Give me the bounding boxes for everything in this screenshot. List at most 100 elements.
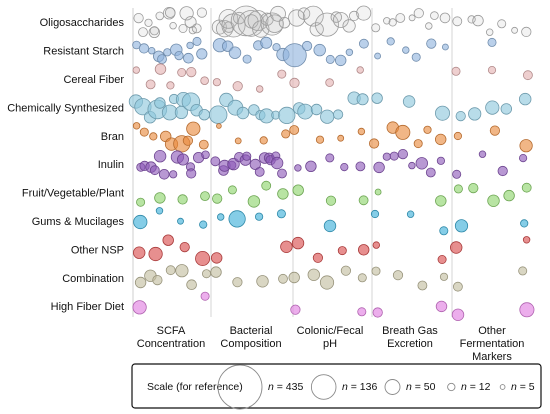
bubble-other-nsp-col4 <box>372 241 380 249</box>
bubble-other-nsp-col3 <box>312 252 323 263</box>
bubble-chemically-synthesized-col5 <box>519 92 532 106</box>
bubble-other-nsp-col5 <box>522 236 531 244</box>
bubble-resistant-starch-col1 <box>192 36 202 46</box>
bubble-combination-col4 <box>439 272 449 281</box>
bubble-cereal-fiber-col2 <box>212 78 221 87</box>
legend-circle-n435 <box>217 364 263 410</box>
bubble-inulin-col2 <box>249 158 261 170</box>
bubble-oligosaccharides-col1 <box>169 22 177 30</box>
bubble-inulin-col1 <box>186 168 197 179</box>
legend-label-value: = 50 <box>412 381 436 393</box>
bubble-fruit-vegetable-plant-col4 <box>435 195 447 207</box>
bubble-oligosaccharides-col4 <box>388 18 397 27</box>
bubble-fruit-vegetable-plant-col1 <box>200 191 210 202</box>
bubble-combination-col2 <box>232 277 243 288</box>
bubble-bran-col1 <box>198 139 209 150</box>
bubble-fruit-vegetable-plant-col2 <box>261 180 272 191</box>
bubble-fruit-vegetable-plant-col2 <box>227 185 237 195</box>
row-label-resistant-starch: Resistant Starch <box>43 46 124 58</box>
bubble-cereal-fiber-col5 <box>451 66 461 76</box>
bubble-fruit-vegetable-plant-col5 <box>487 194 500 208</box>
legend-label-n5: n = 5 <box>511 381 535 393</box>
column-label-1: SCFA Concentration <box>137 325 206 350</box>
bubble-other-nsp-col2 <box>210 252 223 264</box>
bubble-chemically-synthesized-col4 <box>371 92 383 104</box>
bubble-combination-col5 <box>518 266 528 276</box>
bubble-gums-mucilages-col4 <box>406 210 415 218</box>
bubble-high-fiber-diet-col1 <box>132 300 147 315</box>
bubble-oligosaccharides-col5 <box>486 28 494 36</box>
bubble-high-fiber-diet-col4 <box>435 300 448 313</box>
bubble-other-nsp-col2 <box>280 240 293 254</box>
bubble-cereal-fiber-col3 <box>289 77 300 89</box>
bubble-gums-mucilages-col4 <box>370 209 380 219</box>
legend-circle-n136 <box>310 374 337 400</box>
bubble-fruit-vegetable-plant-col3 <box>325 195 337 206</box>
bubble-inulin-col3 <box>294 164 302 172</box>
bubble-oligosaccharides-col3 <box>288 9 306 27</box>
bubble-bran-col5 <box>453 131 462 141</box>
bubble-cereal-fiber-col2 <box>256 85 264 93</box>
bubble-chemically-synthesized-col3 <box>320 109 335 124</box>
bubble-inulin-col5 <box>478 150 487 158</box>
bubble-chemically-synthesized-col3 <box>310 103 323 116</box>
bubble-gums-mucilages-col1 <box>155 207 164 215</box>
column-label-line: Bacterial <box>230 325 273 337</box>
bubble-other-nsp-col4 <box>437 254 447 264</box>
bubble-bran-col4 <box>413 139 423 149</box>
bubble-bran-col3 <box>357 127 366 136</box>
bubble-fruit-vegetable-plant-col2 <box>212 193 223 204</box>
bubble-fruit-vegetable-plant-col5 <box>453 184 463 194</box>
bubble-inulin-col4 <box>397 149 408 160</box>
bubble-resistant-starch-col3 <box>345 48 354 56</box>
bubble-high-fiber-diet-col3 <box>290 304 301 315</box>
column-label-line: SCFA <box>157 325 186 337</box>
bubble-inulin-col2 <box>242 151 252 161</box>
legend-label-value: = 136 <box>348 381 378 393</box>
bubble-cereal-fiber-col1 <box>154 63 167 75</box>
bubble-inulin-col4 <box>425 167 436 178</box>
bubble-fruit-vegetable-plant-col1 <box>154 192 166 204</box>
bubble-resistant-starch-col4 <box>441 43 449 51</box>
bubble-cereal-fiber-col2 <box>232 81 243 92</box>
bubble-gums-mucilages-col1 <box>177 217 184 225</box>
bubble-gums-mucilages-col1 <box>199 220 208 229</box>
bubble-other-nsp-col3 <box>337 246 347 256</box>
bubble-resistant-starch-col3 <box>282 43 307 68</box>
bubble-high-fiber-diet-col5 <box>519 302 535 318</box>
bubble-chemically-synthesized-col4 <box>402 95 416 108</box>
bubble-other-nsp-col1 <box>195 250 211 266</box>
column-label-line: Excretion <box>387 338 433 350</box>
bubble-resistant-starch-col3 <box>358 38 369 49</box>
bubble-fruit-vegetable-plant-col4 <box>374 188 382 196</box>
bubble-inulin-col5 <box>497 165 508 177</box>
bubble-oligosaccharides-col4 <box>408 14 416 22</box>
bubble-chemically-synthesized-col2 <box>236 106 250 120</box>
bubble-resistant-starch-col2 <box>260 36 273 49</box>
bubble-resistant-starch-col4 <box>402 46 410 54</box>
bubble-combination-col3 <box>307 268 321 282</box>
legend-label-n50: n = 50 <box>406 381 436 393</box>
legend-label-value: = 12 <box>467 381 491 393</box>
bubble-cereal-fiber-col1 <box>132 66 140 74</box>
bubble-oligosaccharides-col1 <box>191 23 202 34</box>
bubble-other-nsp-col1 <box>148 246 163 262</box>
bubble-combination-col3 <box>340 265 351 276</box>
bubble-fruit-vegetable-plant-col5 <box>468 183 479 194</box>
bubble-resistant-starch-col1 <box>186 41 194 50</box>
bubble-gums-mucilages-col2 <box>276 209 286 219</box>
bubble-resistant-starch-col4 <box>374 52 382 60</box>
bubble-fruit-vegetable-plant-col2 <box>277 188 289 200</box>
bubble-bran-col3 <box>315 135 325 144</box>
bubble-inulin-col1 <box>201 150 210 160</box>
bubble-combination-col2 <box>278 273 288 284</box>
column-label-2: Bacterial Composition <box>220 325 281 350</box>
bubble-chemically-synthesized-col3 <box>356 93 369 106</box>
bubble-bran-col4 <box>423 125 432 134</box>
bubble-gums-mucilages-col3 <box>323 219 337 233</box>
legend-circle-n50 <box>384 379 401 395</box>
bubble-inulin-col2 <box>277 168 287 179</box>
bubble-bran-col1 <box>139 127 149 137</box>
bubble-oligosaccharides-col4 <box>383 17 391 25</box>
